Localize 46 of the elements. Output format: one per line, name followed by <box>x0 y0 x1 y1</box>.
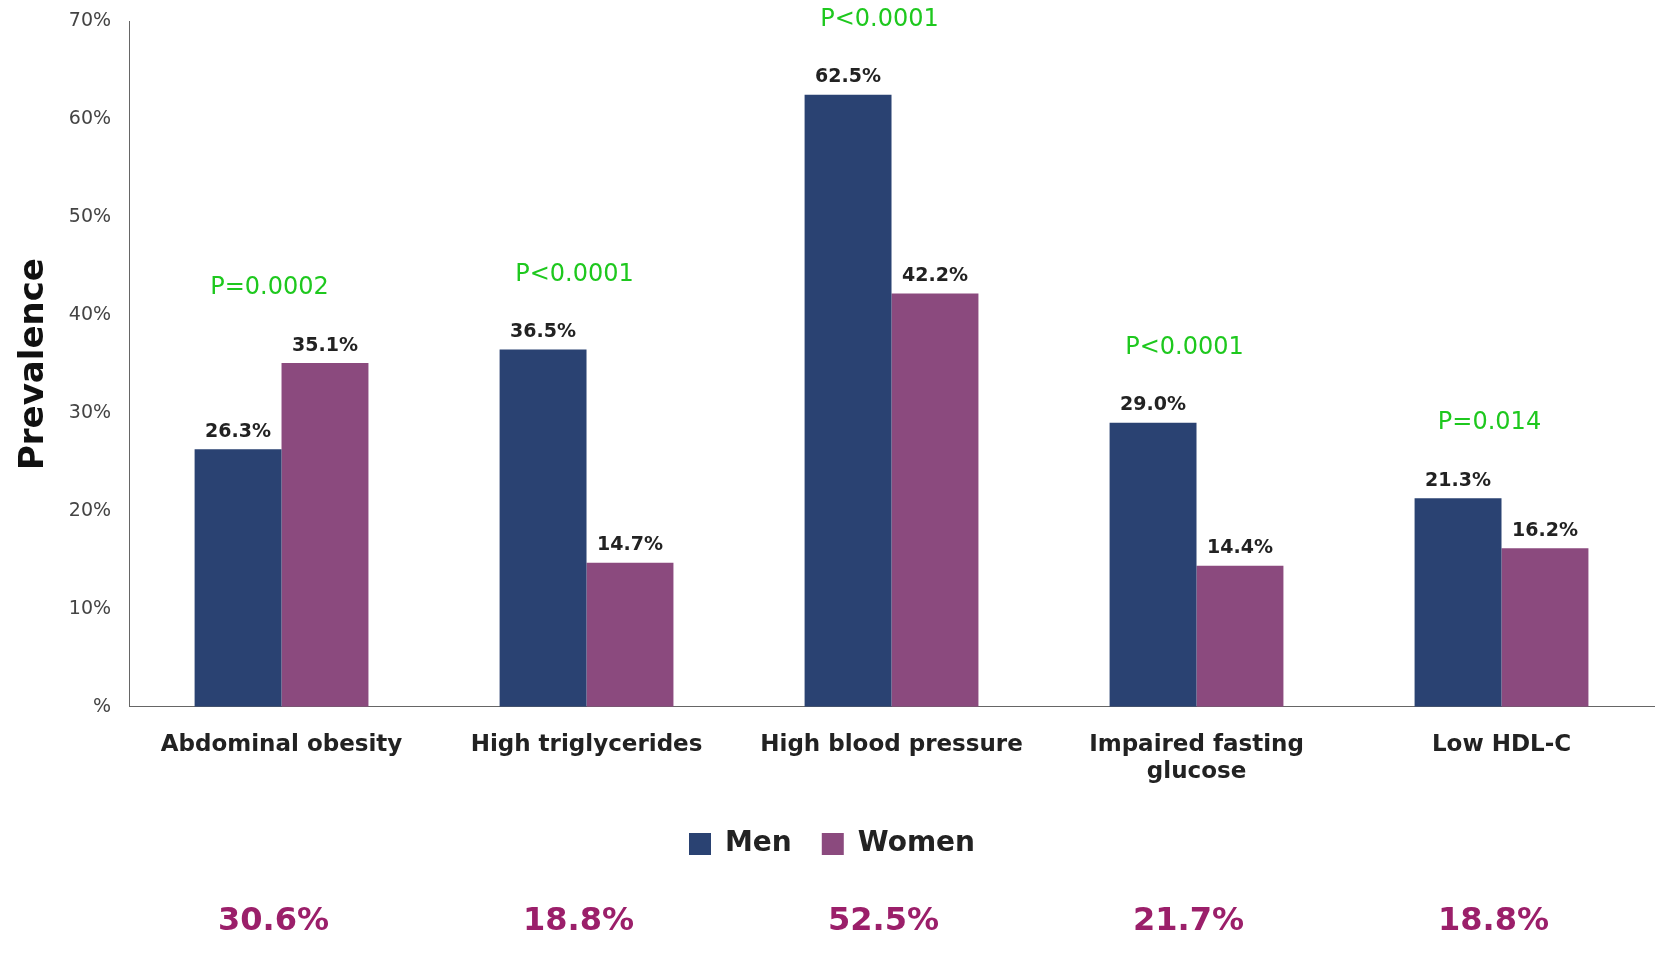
data-label: 36.5% <box>510 318 577 341</box>
text: 21.7% <box>1133 900 1245 939</box>
x-tick-label: Impaired fasting glucose <box>1089 729 1304 784</box>
text: 30.6% <box>218 900 330 939</box>
y-tick-label: 30% <box>68 399 112 422</box>
data-label: 42.2% <box>902 263 968 286</box>
y-tick-label: 50% <box>68 204 112 227</box>
y-axis-title: Prevalence <box>11 258 52 471</box>
bar <box>804 94 892 707</box>
bar <box>891 293 979 707</box>
annotation: P<0.0001 <box>1125 332 1244 361</box>
y-tick-label: 40% <box>68 302 112 325</box>
data-label: 62.5% <box>815 64 882 87</box>
bar <box>1109 422 1197 707</box>
y-tick-label: 20% <box>68 497 112 520</box>
bar <box>1414 498 1502 707</box>
x-tick-label: Low HDL-C <box>1431 729 1572 756</box>
annotation: P<0.0001 <box>515 258 634 287</box>
text: 52.5% <box>828 900 940 939</box>
data-label: 29.0% <box>1120 392 1187 415</box>
data-label: 35.1% <box>292 332 358 355</box>
data-label: 14.7% <box>597 532 663 555</box>
data-label: 21.3% <box>1425 467 1491 490</box>
bar <box>281 363 369 707</box>
data-label: 14.4% <box>1207 535 1273 558</box>
bar <box>194 449 282 707</box>
annotation: P=0.014 <box>1437 407 1542 436</box>
text: 18.8% <box>523 900 635 939</box>
annotation: P=0.0002 <box>210 272 329 301</box>
annotation: P<0.0001 <box>820 4 939 33</box>
data-label: 26.3% <box>205 418 272 441</box>
x-tick-label: Abdominal obesity <box>160 729 403 756</box>
bar <box>499 349 587 707</box>
y-tick-label: 10% <box>68 595 112 618</box>
legend-label: Women <box>857 825 976 859</box>
text: 18.8% <box>1438 900 1550 939</box>
bar <box>586 562 674 707</box>
bar <box>1196 565 1284 707</box>
x-tick-label: High blood pressure <box>760 729 1023 756</box>
x-tick-label: High triglycerides <box>470 729 703 756</box>
y-tick-label: % <box>92 693 112 716</box>
data-label: 16.2% <box>1512 517 1578 540</box>
legend-label: Men <box>725 825 792 859</box>
bar <box>1501 548 1589 707</box>
y-tick-label: 70% <box>68 8 112 31</box>
y-tick-label: 60% <box>68 106 112 129</box>
